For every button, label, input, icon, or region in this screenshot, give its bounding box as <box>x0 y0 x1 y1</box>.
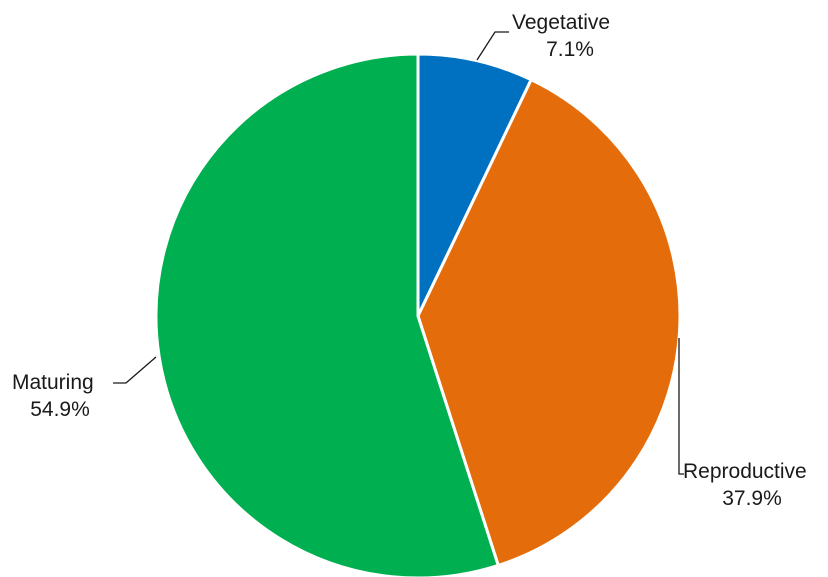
leader-line-maturing <box>113 356 157 384</box>
slice-label-reproductive-value: 37.9% <box>722 487 782 510</box>
slice-label-maturing-value: 54.9% <box>30 398 90 421</box>
pie-slice-reproductive <box>416 77 682 568</box>
slice-label-maturing-name: Maturing <box>12 371 94 394</box>
pie-slices <box>154 52 682 577</box>
slice-label-vegetative-value: 7.1% <box>546 38 594 61</box>
slice-label-maturing: Maturing 54.9% <box>12 356 157 421</box>
slice-label-reproductive-name: Reproductive <box>683 460 807 483</box>
slice-label-vegetative-name: Vegetative <box>512 11 610 34</box>
slice-label-vegetative: Vegetative 7.1% <box>476 11 610 61</box>
pie-slice-maturing <box>154 52 501 577</box>
leader-line-reproductive <box>678 338 684 475</box>
slice-label-reproductive: Reproductive 37.9% <box>678 338 807 510</box>
pie-slice-vegetative <box>416 52 534 317</box>
leader-line-vegetative <box>476 31 509 61</box>
